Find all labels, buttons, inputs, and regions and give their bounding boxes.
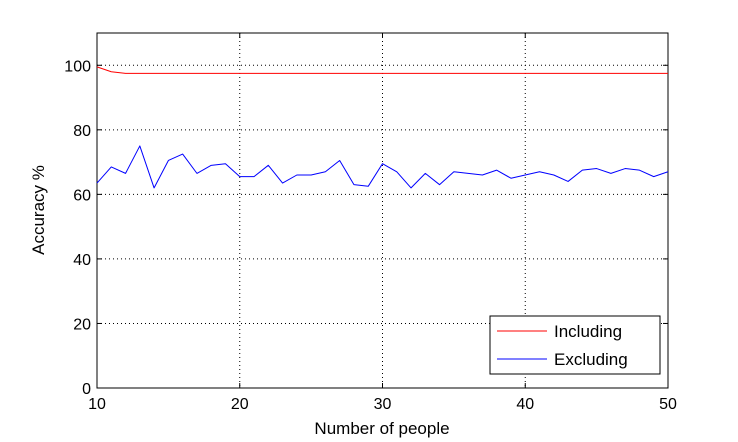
- legend-label-including: Including: [554, 322, 622, 341]
- x-tick-label: 50: [659, 396, 677, 413]
- x-tick-label: 20: [231, 396, 249, 413]
- x-tick-label: 40: [516, 396, 534, 413]
- y-tick-label: 20: [73, 316, 91, 333]
- series-lines: [96, 66, 669, 189]
- axis-ticks: 10 20 30 40 50 0 20 40 60 80 100: [64, 33, 677, 413]
- series-line-excluding: [96, 145, 669, 189]
- series-line-including: [96, 66, 668, 74]
- legend: Including Excluding: [489, 315, 661, 375]
- y-tick-label: 40: [73, 252, 91, 269]
- y-tick-label: 80: [73, 123, 91, 140]
- legend-box: [489, 315, 661, 375]
- legend-label-excluding: Excluding: [554, 350, 628, 369]
- x-axis-label: Number of people: [314, 419, 449, 438]
- y-axis-label: Accuracy %: [29, 165, 48, 255]
- y-tick-label: 60: [73, 187, 91, 204]
- y-tick-label: 100: [64, 58, 91, 75]
- y-tick-label: 0: [82, 381, 91, 398]
- x-tick-label: 30: [374, 396, 392, 413]
- x-tick-label: 10: [88, 396, 106, 413]
